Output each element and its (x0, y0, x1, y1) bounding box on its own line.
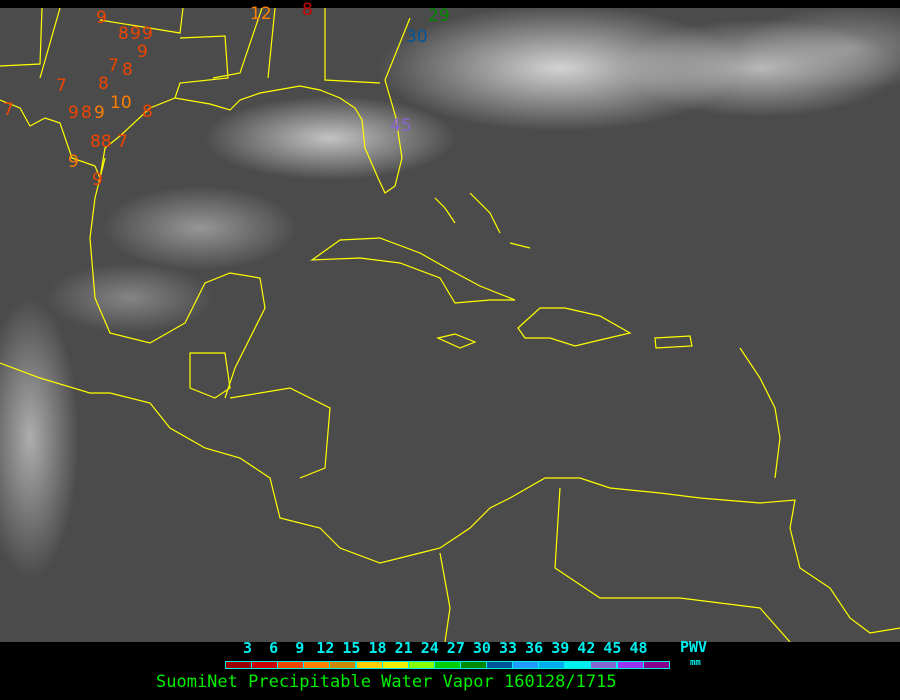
legend-swatch (381, 661, 409, 669)
legend-swatch (459, 661, 487, 669)
pwv-legend: 3 6 9 12 15 18 21 24 27 30 33 36 39 42 45 48 PWV mm Suo… (0, 638, 900, 700)
legend-swatch (538, 661, 566, 669)
state-borders (99, 8, 381, 99)
legend-tick-label: 9 (295, 639, 305, 657)
station-label: 7 (108, 56, 119, 76)
legend-tick-label: 15 (342, 639, 361, 657)
legend-swatch (512, 661, 540, 669)
legend-tick-label: 45 (603, 639, 622, 657)
station-label: 9 (68, 152, 79, 172)
station-label: 8 (142, 102, 153, 122)
station-label: 7 (56, 76, 67, 96)
station-label: 30 (406, 27, 428, 47)
legend-swatch (225, 661, 252, 669)
station-label: 9 (137, 42, 148, 62)
map-caption: SuomiNet Precipitable Water Vapor 160128… (156, 672, 617, 692)
legend-tick-label: 36 (525, 639, 544, 657)
station-label: 8 (122, 60, 133, 80)
legend-swatch (251, 661, 279, 669)
bahamas (434, 192, 531, 249)
station-label: 7 (117, 132, 128, 152)
legend-swatch (277, 661, 305, 669)
legend-tick-label: 33 (499, 639, 518, 657)
puerto-rico (654, 335, 693, 349)
legend-swatch (590, 661, 618, 669)
jamaica (436, 333, 477, 349)
legend-tick-label: 27 (446, 639, 465, 657)
mexico-gulf-coast (89, 157, 266, 399)
legend-tick-label: 30 (472, 639, 491, 657)
legend-tick-label: 48 (629, 639, 648, 657)
us-gulf-coast (0, 8, 411, 194)
south-america-border (439, 487, 791, 642)
station-label: 9 (68, 103, 79, 123)
satellite-map: 9 12 8 8 9 9 9 7 8 7 8 10 7 9 8 9 8 88 7… (0, 2, 900, 642)
coastlines-overlay (0, 8, 900, 642)
station-label: 8 (302, 0, 313, 20)
legend-swatch (433, 661, 461, 669)
station-label: 8 (81, 103, 92, 123)
legend-tick-label: 3 (243, 639, 253, 657)
legend-tick-label: 39 (551, 639, 570, 657)
central-america-inner (189, 352, 331, 479)
legend-tick-label: 24 (420, 639, 439, 657)
legend-unit-title: PWV (680, 638, 708, 656)
station-label: 10 (110, 93, 132, 113)
legend-tick-label: 18 (368, 639, 387, 657)
station-label: 9 (94, 103, 105, 123)
legend-tick-label: 6 (269, 639, 279, 657)
central-america (0, 362, 900, 634)
station-label: 12 (250, 4, 272, 24)
station-label: 9 (130, 24, 141, 44)
legend-swatch (355, 661, 383, 669)
legend-swatch (642, 661, 670, 669)
legend-tick-label: 12 (316, 639, 335, 657)
legend-swatch (329, 661, 357, 669)
legend-swatch (407, 661, 435, 669)
station-label: 7 (3, 100, 14, 120)
legend-swatch (303, 661, 331, 669)
station-label: 8 (98, 74, 109, 94)
legend-unit: mm (690, 658, 701, 668)
station-label: 9 (92, 170, 103, 190)
station-label: 9 (96, 8, 107, 28)
station-label: 29 (428, 6, 450, 26)
legend-swatch (564, 661, 592, 669)
lesser-antilles (739, 347, 781, 479)
hispaniola (517, 307, 632, 347)
legend-tick-label: 21 (394, 639, 413, 657)
cuba (310, 237, 516, 304)
legend-swatch (616, 661, 644, 669)
station-label: 45 (390, 116, 412, 136)
station-label: 88 (90, 132, 112, 152)
legend-swatch (486, 661, 513, 669)
legend-tick-label: 42 (577, 639, 596, 657)
station-label: 9 (142, 24, 153, 44)
station-label: 8 (118, 24, 129, 44)
